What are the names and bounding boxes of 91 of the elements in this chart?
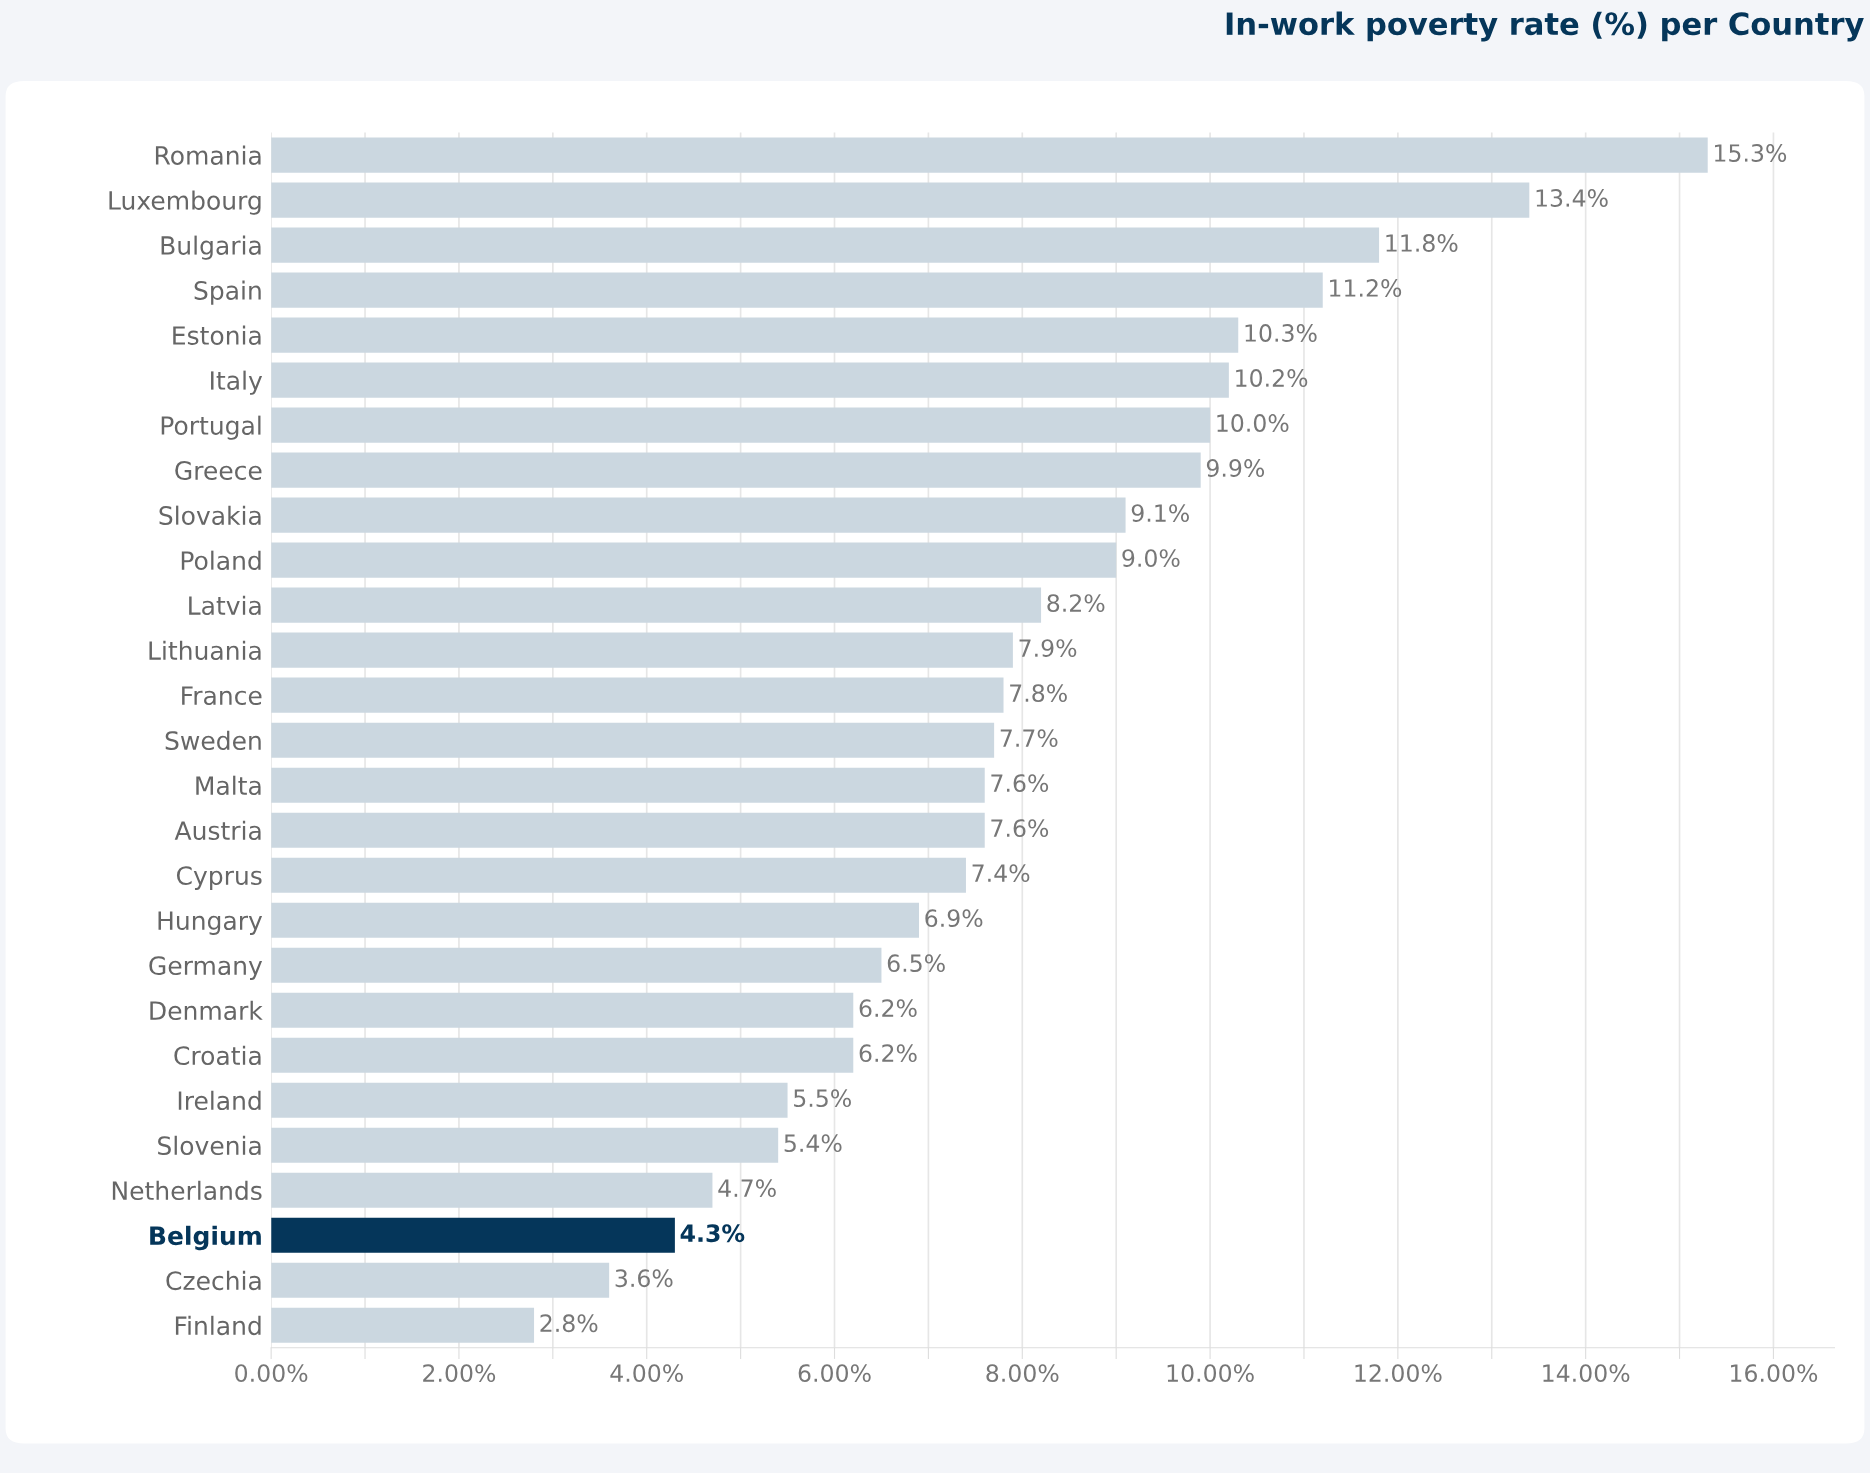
data-label: 7.8% bbox=[1010, 684, 1067, 703]
bar bbox=[271, 272, 1323, 308]
data-label: 8.2% bbox=[1047, 594, 1105, 613]
data-label: 6.5% bbox=[887, 954, 945, 973]
bar bbox=[271, 857, 966, 893]
y-tick-label: Netherlands bbox=[112, 1180, 262, 1201]
y-tick-label: Luxembourg bbox=[109, 190, 261, 215]
y-tick-label: Hungary bbox=[158, 911, 263, 935]
y-tick-label: Spain bbox=[194, 280, 261, 305]
y-tick-label: Portugal bbox=[161, 415, 261, 440]
data-label: 5.5% bbox=[794, 1089, 851, 1108]
y-tick-label: Germany bbox=[149, 956, 263, 980]
bar bbox=[271, 1307, 535, 1343]
data-label: 7.6% bbox=[991, 774, 1049, 793]
bar bbox=[271, 632, 1013, 668]
data-label: 10.2% bbox=[1236, 369, 1308, 387]
x-tick-label: 16.00% bbox=[1731, 1364, 1818, 1383]
data-label: 7.7% bbox=[1000, 729, 1058, 748]
bar bbox=[271, 812, 985, 848]
bar bbox=[271, 137, 1708, 173]
data-label: 4.7% bbox=[718, 1179, 776, 1198]
y-tick-label: Slovakia bbox=[159, 505, 261, 525]
bar bbox=[271, 542, 1117, 578]
bar bbox=[271, 362, 1229, 398]
y-tick-label: Sweden bbox=[165, 730, 261, 751]
data-label: 9.0% bbox=[1122, 549, 1180, 567]
bar bbox=[271, 722, 995, 758]
data-label: 9.9% bbox=[1206, 459, 1265, 477]
bar bbox=[271, 992, 854, 1028]
x-tick-label: 10.00% bbox=[1167, 1364, 1254, 1383]
data-label: 7.9% bbox=[1019, 639, 1077, 658]
y-tick-label: Lithuania bbox=[149, 640, 261, 661]
chart-title: In-work poverty rate (%) per Country bbox=[1226, 11, 1864, 42]
bar bbox=[271, 1127, 779, 1163]
y-tick-label: Denmark bbox=[150, 1000, 263, 1021]
data-label: 7.6% bbox=[991, 819, 1049, 838]
data-label: 6.2% bbox=[859, 999, 917, 1018]
bar bbox=[271, 1172, 713, 1208]
y-tick-label: Poland bbox=[181, 550, 261, 570]
y-tick-label: Ireland bbox=[178, 1090, 261, 1111]
y-tick-label: Malta bbox=[196, 775, 261, 796]
bar bbox=[271, 182, 1530, 218]
data-label: 11.2% bbox=[1330, 279, 1402, 297]
y-tick-label: Estonia bbox=[173, 325, 261, 345]
bar bbox=[271, 1217, 675, 1253]
y-tick-label: Slovenia bbox=[158, 1135, 261, 1156]
y-tick-label: France bbox=[182, 686, 262, 706]
y-tick-label: Bulgaria bbox=[161, 235, 261, 260]
data-label: 6.2% bbox=[859, 1044, 917, 1063]
y-tick-label: Greece bbox=[175, 461, 262, 480]
x-tick-label: 8.00% bbox=[986, 1364, 1059, 1383]
data-label: 2.8% bbox=[540, 1314, 598, 1333]
bar bbox=[271, 587, 1042, 623]
bar bbox=[271, 677, 1004, 713]
x-tick-label: 2.00% bbox=[423, 1364, 496, 1383]
bar bbox=[271, 227, 1380, 263]
data-label: 5.4% bbox=[784, 1134, 842, 1153]
bar bbox=[271, 902, 920, 938]
data-label: 15.3% bbox=[1715, 144, 1787, 162]
y-tick-label: Austria bbox=[174, 820, 261, 841]
data-label: 4.3% bbox=[680, 1224, 745, 1243]
bar bbox=[271, 1082, 788, 1118]
bar bbox=[271, 407, 1211, 443]
data-label: 3.6% bbox=[615, 1269, 673, 1288]
x-tick-label: 12.00% bbox=[1355, 1364, 1442, 1383]
data-label: 10.3% bbox=[1245, 324, 1317, 342]
y-tick-label: Finland bbox=[175, 1315, 261, 1336]
data-label: 7.4% bbox=[972, 864, 1030, 883]
y-tick-label: Romania bbox=[155, 145, 261, 165]
bar bbox=[271, 1262, 610, 1298]
x-tick-label: 0.00% bbox=[235, 1364, 308, 1383]
x-tick-label: 14.00% bbox=[1543, 1364, 1630, 1383]
x-tick-label: 4.00% bbox=[610, 1364, 683, 1383]
y-tick-label: Italy bbox=[211, 370, 263, 395]
y-tick-label: Latvia bbox=[189, 595, 261, 616]
bar bbox=[271, 767, 985, 803]
data-label: 9.1% bbox=[1131, 504, 1189, 522]
y-tick-label: Belgium bbox=[150, 1225, 261, 1251]
bar bbox=[271, 317, 1239, 353]
data-label: 13.4% bbox=[1536, 189, 1608, 207]
y-tick-label: Czechia bbox=[166, 1270, 261, 1291]
data-label: 6.9% bbox=[925, 909, 983, 928]
data-label: 11.8% bbox=[1386, 234, 1458, 252]
bar bbox=[271, 497, 1126, 533]
data-label: 10.0% bbox=[1217, 414, 1289, 432]
y-tick-label: Cyprus bbox=[176, 866, 262, 890]
bar bbox=[271, 947, 882, 983]
bar bbox=[271, 1037, 854, 1073]
y-tick-label: Croatia bbox=[174, 1045, 261, 1066]
bar bbox=[271, 452, 1201, 488]
x-tick-label: 6.00% bbox=[798, 1364, 871, 1383]
